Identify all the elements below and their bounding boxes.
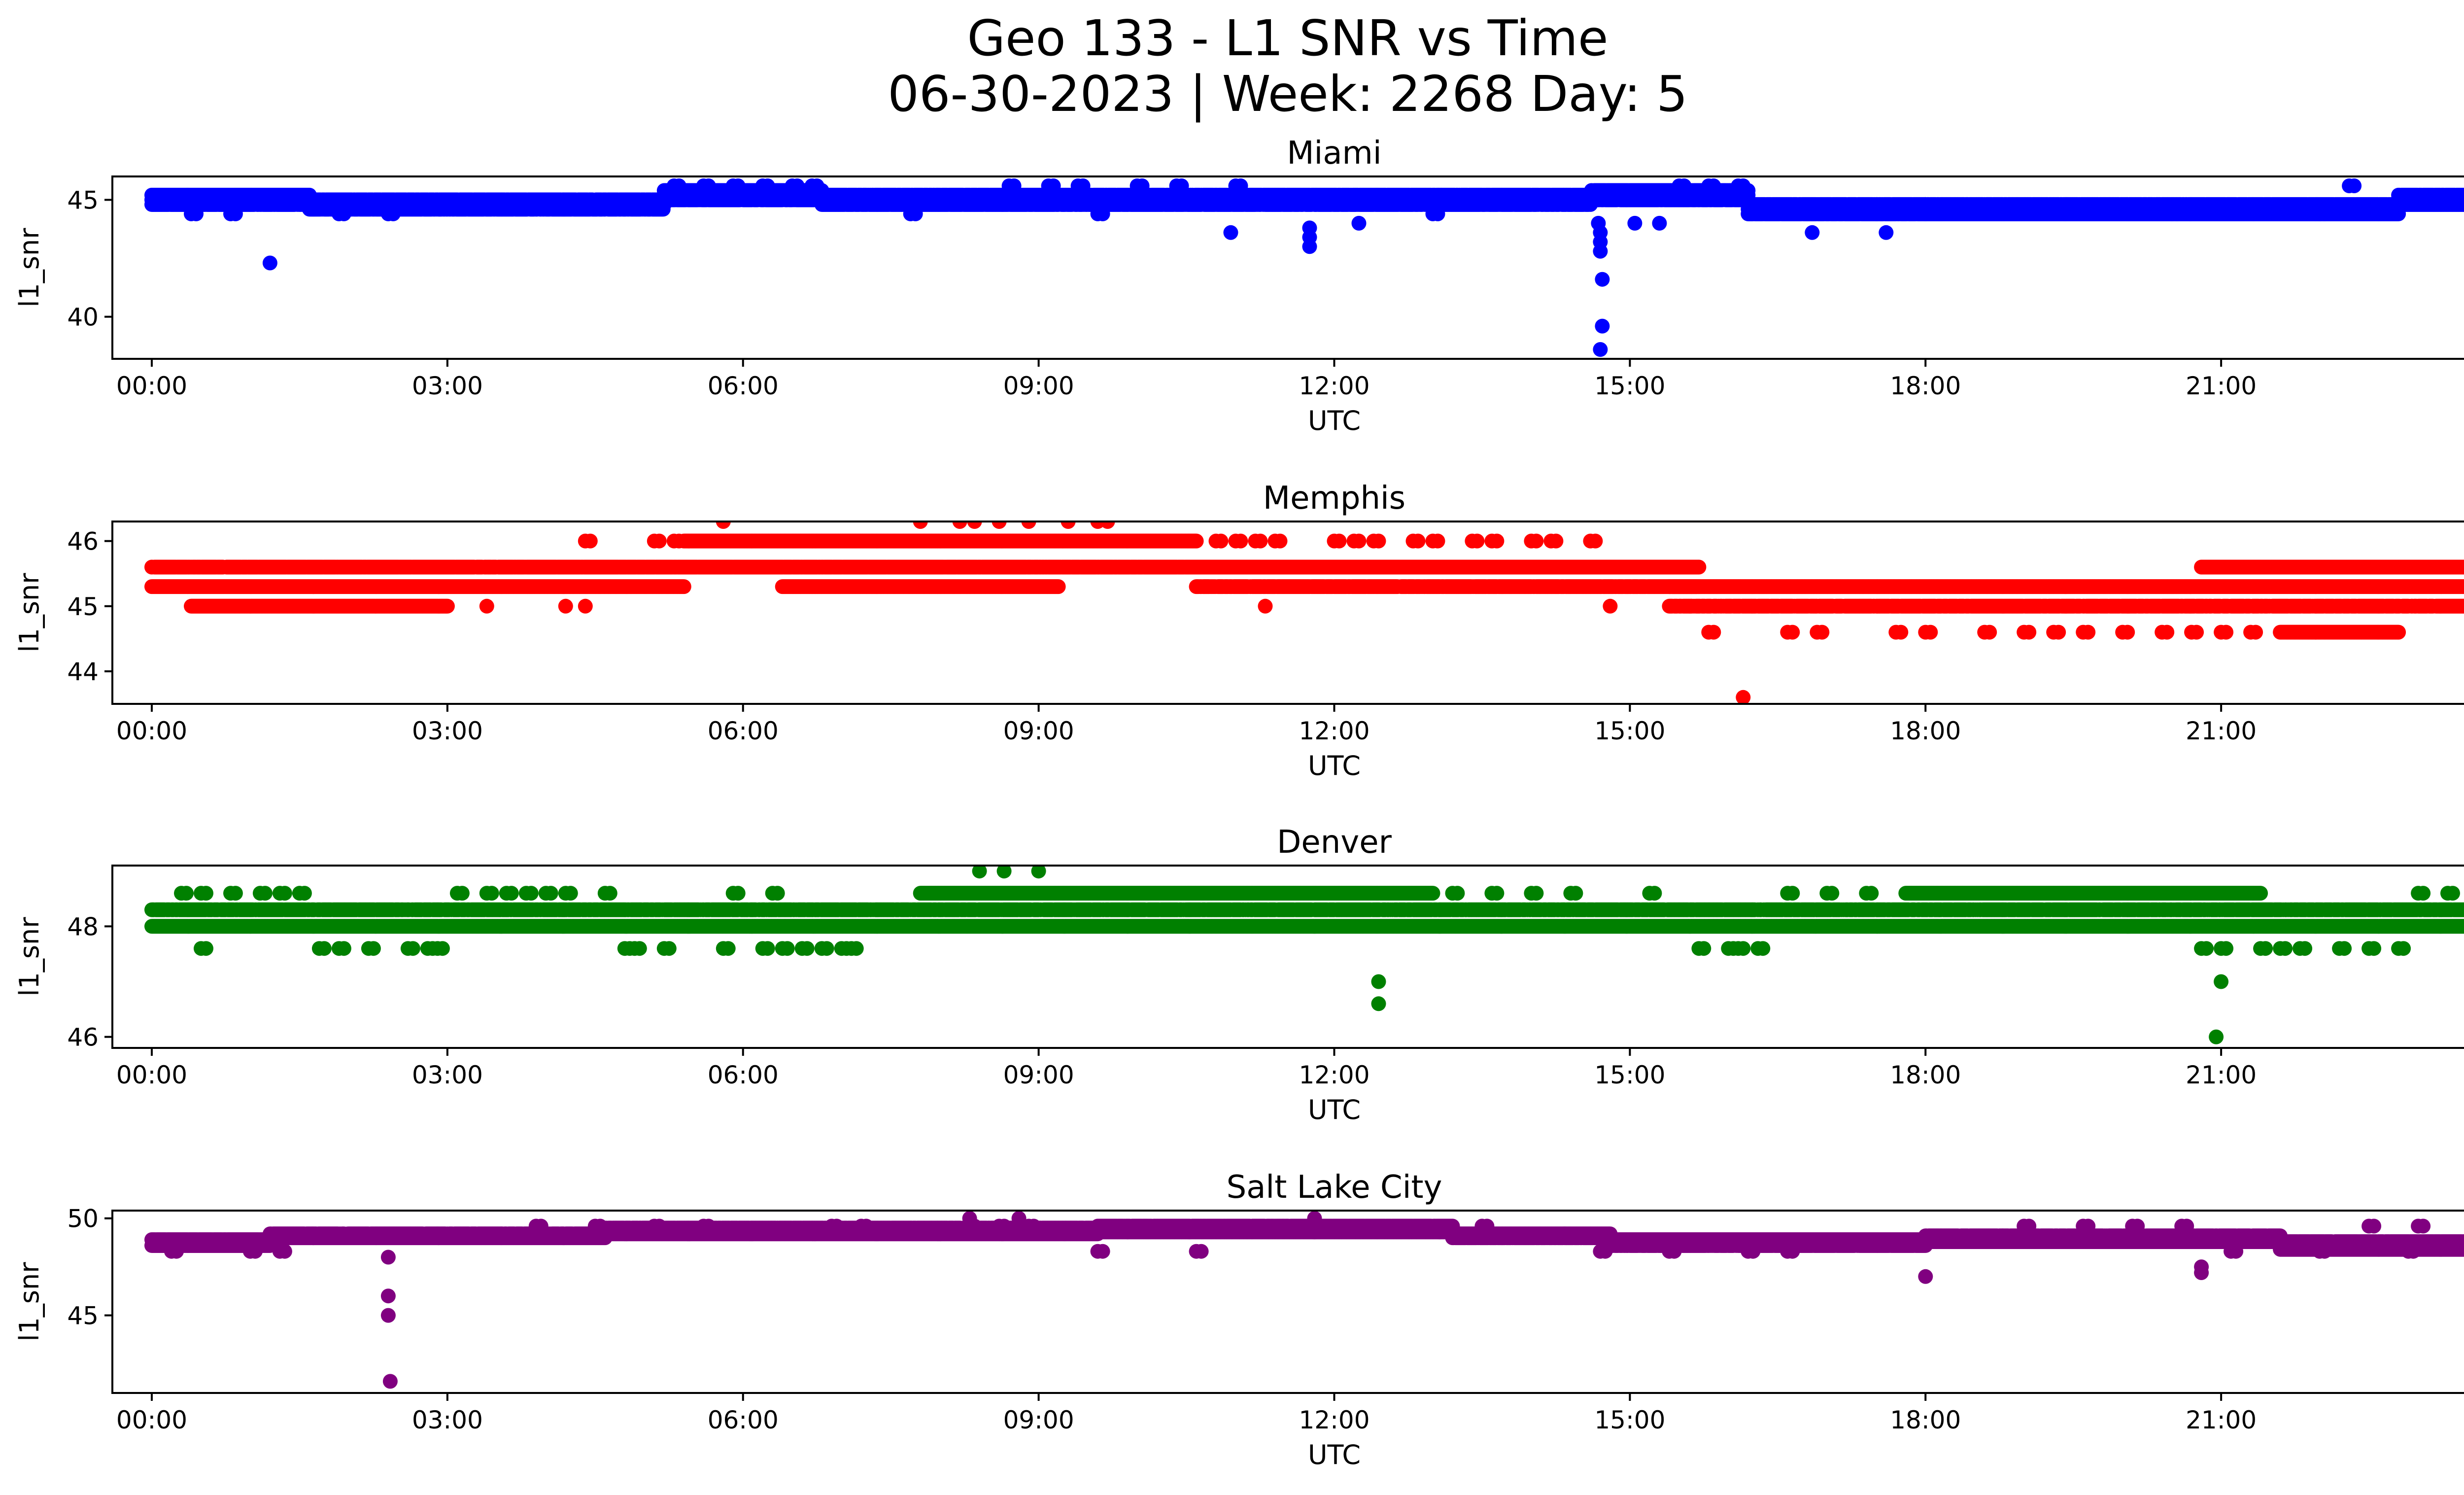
panel-title: Miami: [1287, 135, 1381, 172]
figure-title-line-2: 06-30-2023 | Week: 2268 Day: 5: [888, 65, 1687, 123]
scatter-points: [144, 178, 2464, 357]
figure-title-line-1: Geo 133 - L1 SNR vs Time: [967, 9, 1608, 67]
